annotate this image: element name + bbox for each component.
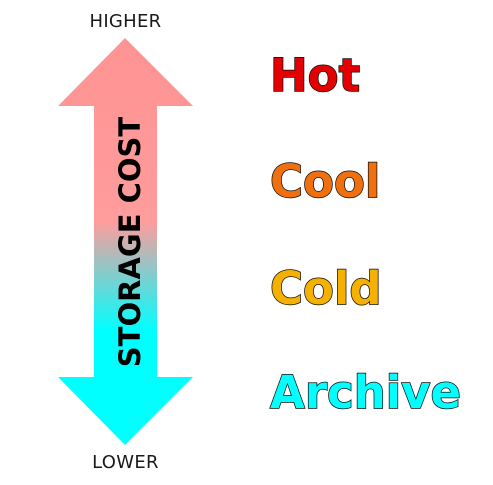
double-arrow-shape — [58, 38, 193, 445]
higher-label: HIGHER — [89, 11, 162, 32]
storage-cost-label: STORAGE COST — [113, 117, 147, 368]
tier-cool-label: Cool — [269, 155, 381, 208]
tier-hot-label: Hot — [269, 49, 361, 102]
tier-cold-label: Cold — [269, 262, 382, 315]
tier-archive-label: Archive — [269, 366, 462, 419]
lower-label: LOWER — [92, 452, 159, 473]
